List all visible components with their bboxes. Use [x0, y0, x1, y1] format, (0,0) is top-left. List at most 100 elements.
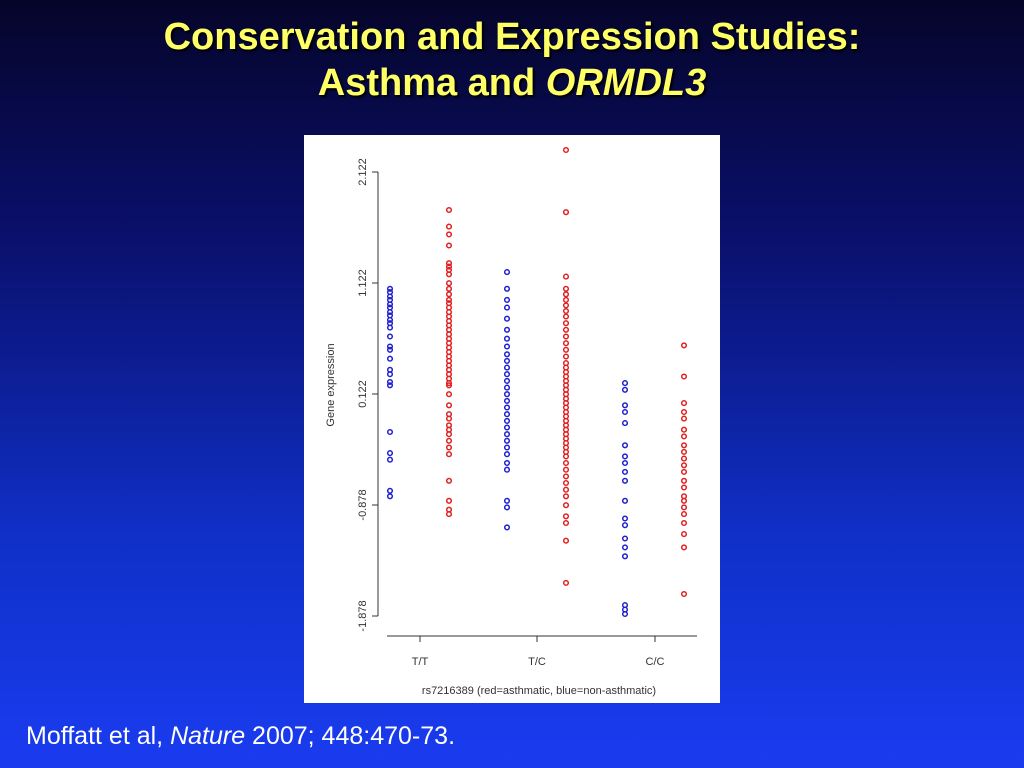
data-point-non-asthmatic: [503, 424, 511, 431]
data-point-asthmatic: [445, 271, 453, 278]
data-point-non-asthmatic: [386, 371, 394, 378]
data-point-non-asthmatic: [503, 404, 511, 411]
data-point-asthmatic: [562, 326, 570, 333]
data-point-asthmatic: [680, 373, 688, 380]
data-point-asthmatic: [562, 513, 570, 520]
data-point-asthmatic: [562, 473, 570, 480]
data-point-asthmatic: [680, 519, 688, 527]
data-point-non-asthmatic: [503, 351, 511, 358]
data-point-non-asthmatic: [503, 451, 511, 458]
data-point-non-asthmatic: [386, 493, 394, 500]
data-point-asthmatic: [562, 537, 570, 544]
data-point-non-asthmatic: [386, 324, 394, 331]
data-point-non-asthmatic: [621, 380, 629, 387]
data-point-non-asthmatic: [503, 285, 511, 292]
data-point-non-asthmatic: [621, 477, 629, 484]
data-point-asthmatic: [562, 273, 570, 280]
citation: Moffatt et al, Nature 2007; 448:470-73.: [26, 722, 455, 751]
data-point-asthmatic: [680, 462, 688, 469]
data-point-non-asthmatic: [503, 364, 511, 371]
data-point-asthmatic: [680, 400, 688, 407]
x-tick-label: T/C: [528, 656, 546, 668]
data-point-asthmatic: [562, 320, 570, 327]
data-point-asthmatic: [562, 502, 570, 509]
data-point-asthmatic: [562, 479, 570, 487]
y-tick-label: 1.122: [357, 269, 369, 297]
data-point-asthmatic: [445, 391, 453, 398]
data-point-non-asthmatic: [621, 522, 629, 529]
data-point-non-asthmatic: [503, 397, 511, 404]
data-point-asthmatic: [445, 477, 453, 484]
data-point-non-asthmatic: [503, 431, 511, 438]
data-point-asthmatic: [680, 511, 688, 518]
data-point-asthmatic: [445, 431, 453, 438]
data-point-asthmatic: [562, 302, 570, 309]
data-point-non-asthmatic: [503, 504, 511, 511]
data-point-non-asthmatic: [386, 316, 394, 323]
data-point-asthmatic: [445, 497, 453, 504]
data-point-non-asthmatic: [621, 442, 629, 449]
y-axis-ticks: -1.878 -0.878 0.122 1.122 2.122: [357, 158, 378, 632]
y-tick-label: 2.122: [357, 158, 369, 186]
data-point-non-asthmatic: [386, 293, 394, 300]
data-point-non-asthmatic: [503, 444, 511, 451]
data-point-asthmatic: [445, 444, 453, 451]
data-point-asthmatic: [680, 426, 688, 433]
data-point-non-asthmatic: [386, 346, 394, 353]
data-point-asthmatic: [562, 519, 570, 527]
data-point-non-asthmatic: [503, 417, 511, 424]
data-point-asthmatic: [680, 531, 688, 538]
data-point-asthmatic: [445, 380, 453, 387]
data-point-non-asthmatic: [621, 544, 629, 551]
data-point-asthmatic: [680, 477, 688, 484]
x-tick-label: T/T: [412, 656, 429, 668]
data-point-asthmatic: [445, 231, 453, 238]
data-point-non-asthmatic: [386, 456, 394, 463]
data-point-non-asthmatic: [503, 304, 511, 311]
data-point-asthmatic: [562, 453, 570, 460]
data-point-asthmatic: [680, 448, 688, 455]
data-point-asthmatic: [562, 346, 570, 353]
data-point-asthmatic: [562, 333, 570, 340]
data-point-non-asthmatic: [503, 335, 511, 342]
data-point-asthmatic: [445, 402, 453, 409]
data-point-asthmatic: [680, 484, 688, 491]
data-point-asthmatic: [680, 590, 688, 598]
data-point-asthmatic: [445, 291, 453, 298]
x-axis-label: rs7216389 (red=asthmatic, blue=non-asthm…: [422, 685, 656, 697]
data-point-asthmatic: [562, 285, 570, 292]
data-point-non-asthmatic: [621, 408, 629, 416]
data-point-non-asthmatic: [503, 524, 511, 531]
data-point-asthmatic: [680, 415, 688, 422]
y-tick-label: -1.878: [357, 600, 369, 631]
data-point-asthmatic: [680, 455, 688, 462]
scatter-chart: -1.878 -0.878 0.122 1.122 2.122 T/T T/C C/C Ge…: [325, 146, 697, 697]
data-point-asthmatic: [562, 209, 570, 216]
data-point-non-asthmatic: [503, 357, 511, 364]
data-point-asthmatic: [562, 313, 570, 320]
data-point-non-asthmatic: [621, 515, 629, 522]
data-point-non-asthmatic: [621, 459, 629, 467]
data-point-non-asthmatic: [621, 386, 629, 393]
data-point-non-asthmatic: [386, 450, 394, 457]
data-point-non-asthmatic: [503, 296, 511, 303]
data-point-non-asthmatic: [621, 402, 629, 409]
data-point-non-asthmatic: [386, 301, 394, 308]
data-point-asthmatic: [445, 382, 453, 389]
data-point-non-asthmatic: [503, 411, 511, 418]
data-point-asthmatic: [562, 459, 570, 467]
data-point-non-asthmatic: [621, 535, 629, 542]
data-point-asthmatic: [562, 296, 570, 303]
data-point-non-asthmatic: [503, 269, 511, 276]
data-point-asthmatic: [562, 291, 570, 298]
y-tick-label: 0.122: [357, 380, 369, 408]
data-point-asthmatic: [445, 206, 453, 214]
data-point-asthmatic: [445, 511, 453, 518]
data-point-non-asthmatic: [503, 384, 511, 391]
data-point-non-asthmatic: [386, 285, 394, 292]
data-point-non-asthmatic: [503, 391, 511, 398]
data-point-non-asthmatic: [503, 377, 511, 384]
data-point-asthmatic: [562, 340, 570, 347]
data-point-non-asthmatic: [386, 333, 394, 340]
data-points: [386, 146, 688, 618]
